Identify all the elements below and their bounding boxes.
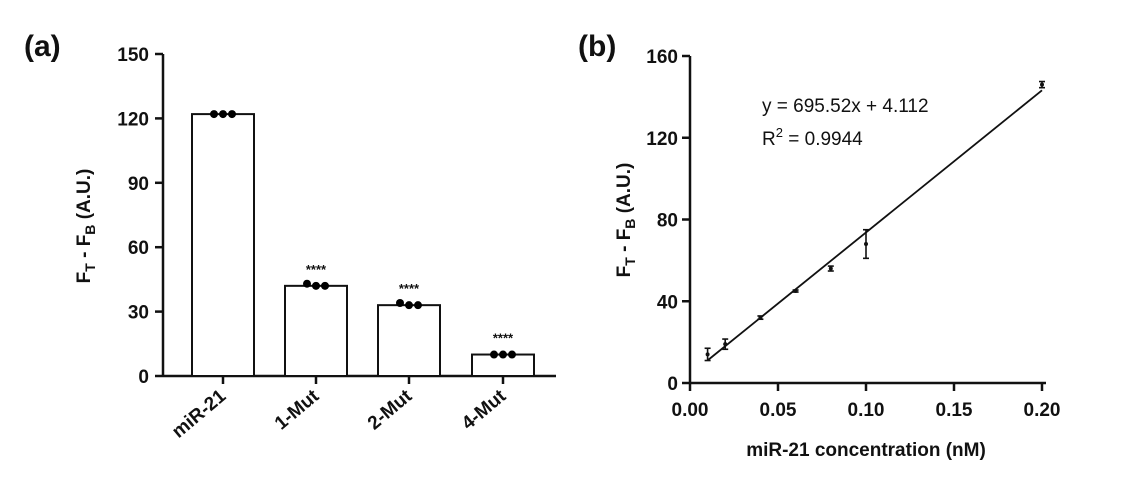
calibration-y-tick-label: 160: [646, 47, 678, 68]
calibration-y-tick-label: 80: [657, 211, 678, 232]
data-point: [723, 342, 728, 347]
bar-y-tick-label: 60: [128, 238, 149, 259]
replicate-point: [312, 281, 320, 290]
replicate-point: [499, 350, 507, 359]
bar-series: [191, 113, 535, 378]
data-point: [793, 289, 798, 294]
data-point: [864, 242, 868, 247]
bar-y-tick-label: 30: [128, 303, 149, 324]
bar-category-label: 1-Mut: [271, 385, 324, 434]
replicate-point: [396, 299, 404, 308]
significance-markers: **** **** ****: [306, 262, 514, 346]
calibration-points: [704, 80, 1045, 362]
bar-y-tick-label: 150: [117, 45, 149, 66]
bar-replicate-points: [210, 110, 516, 359]
bar: [284, 284, 348, 377]
calibration-y-tick-label: 40: [657, 292, 678, 313]
bar-chart-axes: 0 30 60 90 120 150 miR-21 1-Mut 2-Mut 4-Mut: [117, 45, 556, 443]
bar: [191, 113, 255, 378]
panel-label-b: (b): [578, 30, 616, 63]
significance-marker: ****: [493, 331, 514, 346]
calibration-y-tick-label: 120: [646, 129, 678, 150]
replicate-point: [508, 350, 516, 359]
bar-chart-panel: (a) 0 30 60 90 120 150 miR-21 1-Mut 2-Mut 4-Mut *…: [24, 30, 556, 443]
calibration-x-axis-label: miR-21 concentration (nM): [746, 440, 986, 461]
replicate-point: [303, 279, 311, 288]
bar: [377, 304, 441, 377]
calibration-panel: (b) 0 40 80 120 160 0.00 0.05 0.10 0.15 0.20 y = …: [578, 30, 1060, 461]
calibration-x-tick-label: 0.20: [1024, 400, 1061, 421]
calibration-y-tick-label: 0: [667, 374, 678, 395]
calibration-x-tick-label: 0.00: [672, 400, 709, 421]
bar-category-label: 2-Mut: [364, 385, 417, 434]
bar-y-axis-label: FT - FB (A.U.): [74, 169, 98, 284]
replicate-point: [414, 301, 422, 310]
replicate-point: [228, 110, 236, 119]
calibration-x-tick-label: 0.05: [760, 400, 797, 421]
replicate-point: [219, 110, 227, 119]
calibration-x-tick-label: 0.15: [936, 400, 973, 421]
replicate-point: [405, 301, 413, 310]
significance-marker: ****: [399, 281, 420, 296]
data-point: [1040, 82, 1044, 87]
data-point: [758, 315, 763, 320]
replicate-point: [321, 281, 329, 290]
fit-equation: y = 695.52x + 4.112: [762, 96, 929, 117]
panel-label-a: (a): [24, 30, 61, 63]
bar-category-label: 4-Mut: [458, 385, 511, 434]
data-point: [828, 266, 833, 271]
significance-marker: ****: [306, 262, 327, 277]
calibration-x-tick-label: 0.10: [848, 400, 885, 421]
bar-y-tick-label: 120: [117, 109, 149, 130]
bar-y-tick-label: 90: [128, 174, 149, 195]
calibration-axes: 0 40 80 120 160 0.00 0.05 0.10 0.15 0.20: [646, 47, 1060, 421]
bar-category-label: miR-21: [168, 385, 230, 442]
r-squared: R2 = 0.9944: [762, 125, 863, 150]
replicate-point: [210, 110, 218, 119]
data-point: [705, 352, 710, 357]
calibration-y-axis-label: FT - FB (A.U.): [614, 163, 638, 278]
replicate-point: [490, 350, 498, 359]
bar-y-tick-label: 0: [138, 367, 149, 388]
